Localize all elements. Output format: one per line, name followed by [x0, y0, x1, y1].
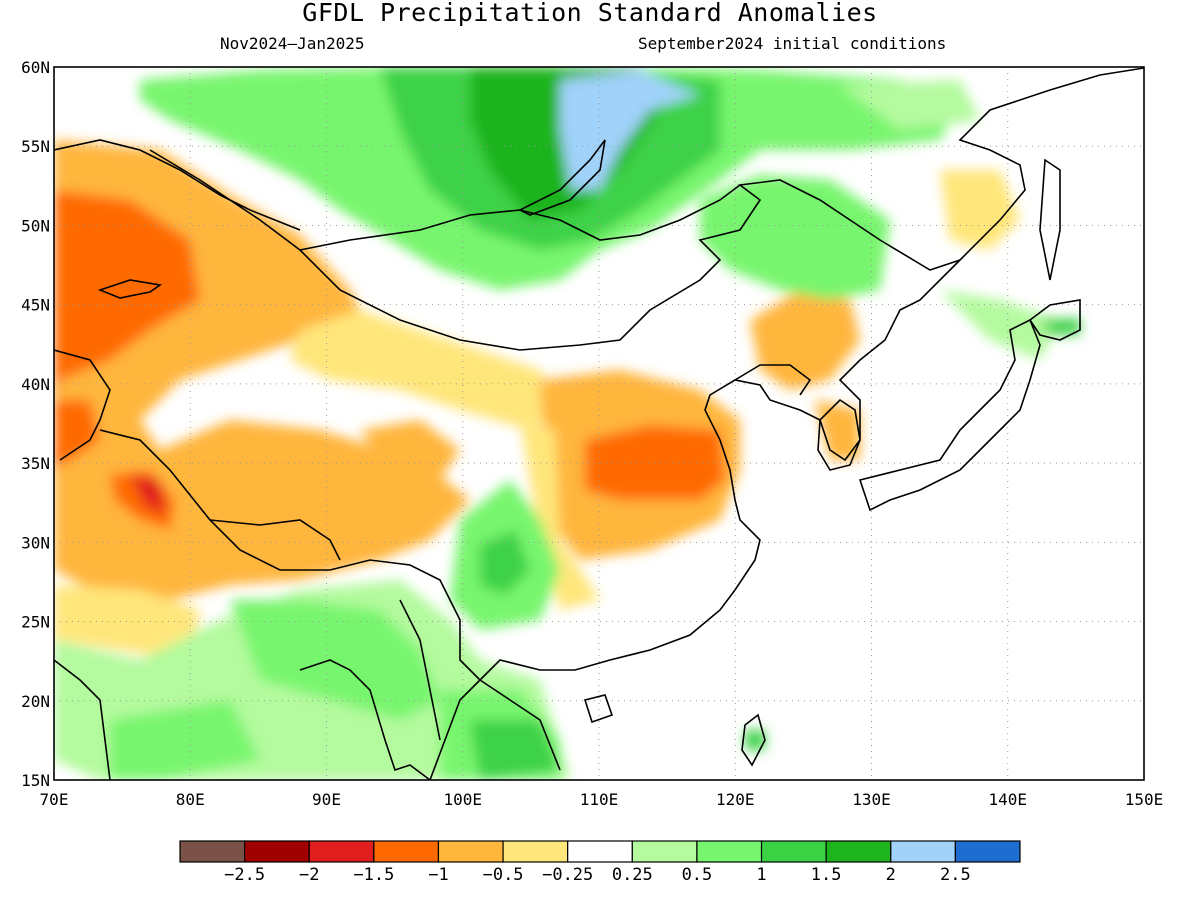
lat-label: 15N	[21, 771, 50, 790]
legend-swatch	[244, 840, 310, 863]
legend-swatch	[760, 840, 827, 863]
legend-label: −0.25	[542, 865, 593, 885]
lon-label: 70E	[40, 790, 69, 809]
legend-swatch	[308, 840, 375, 863]
legend-label: 1.5	[811, 865, 842, 885]
period-label: Nov2024–Jan2025	[220, 34, 365, 53]
lat-label: 30N	[21, 533, 50, 552]
map-frame	[53, 66, 1145, 781]
legend-swatch	[696, 840, 763, 863]
lat-label: 55N	[21, 137, 50, 156]
lon-label: 120E	[716, 790, 755, 809]
lat-label: 35N	[21, 454, 50, 473]
latitude-labels: 60N 55N 50N 45N 40N 35N 30N 25N 20N 15N	[21, 58, 50, 790]
legend-label: 2.5	[940, 865, 971, 885]
legend-label: −2.5	[224, 865, 265, 885]
lat-label: 40N	[21, 375, 50, 394]
page-title: GFDL Precipitation Standard Anomalies	[302, 0, 878, 27]
legend-swatch	[373, 840, 440, 863]
legend-label: 1	[756, 865, 766, 885]
legend-swatch	[179, 840, 246, 863]
legend-swatch	[567, 840, 633, 863]
color-legend: −2.5 −2 −1.5 −1 −0.5 −0.25 0.25 0.5 1 1.5 2 2.5	[179, 840, 1021, 885]
legend-label: −1	[428, 865, 448, 885]
legend-swatch	[502, 840, 569, 863]
lat-label: 50N	[21, 216, 50, 235]
lon-label: 150E	[1125, 790, 1164, 809]
legend-swatch	[825, 840, 892, 863]
lon-label: 100E	[443, 790, 482, 809]
legend-label: 0.25	[612, 865, 653, 885]
lon-label: 90E	[312, 790, 341, 809]
legend-label: −2	[299, 865, 319, 885]
lon-label: 140E	[988, 790, 1027, 809]
lat-label: 25N	[21, 613, 50, 632]
legend-swatch	[437, 840, 504, 863]
longitude-labels: 70E 80E 90E 100E 110E 120E 130E 140E 150E	[40, 790, 1164, 809]
initial-conditions-label: September2024 initial conditions	[638, 34, 947, 53]
coastlines-and-borders	[54, 67, 1144, 780]
legend-label: −0.5	[483, 865, 524, 885]
legend-swatch	[631, 840, 698, 863]
lat-label: 20N	[21, 692, 50, 711]
legend-label: 2	[886, 865, 896, 885]
legend-label: 0.5	[682, 865, 713, 885]
legend-swatch	[890, 840, 956, 863]
lat-label: 60N	[21, 58, 50, 77]
legend-swatch	[954, 840, 1021, 863]
legend-label: −1.5	[353, 865, 394, 885]
lon-label: 130E	[852, 790, 891, 809]
lon-label: 110E	[580, 790, 619, 809]
lon-label: 80E	[176, 790, 205, 809]
lat-label: 45N	[21, 296, 50, 315]
